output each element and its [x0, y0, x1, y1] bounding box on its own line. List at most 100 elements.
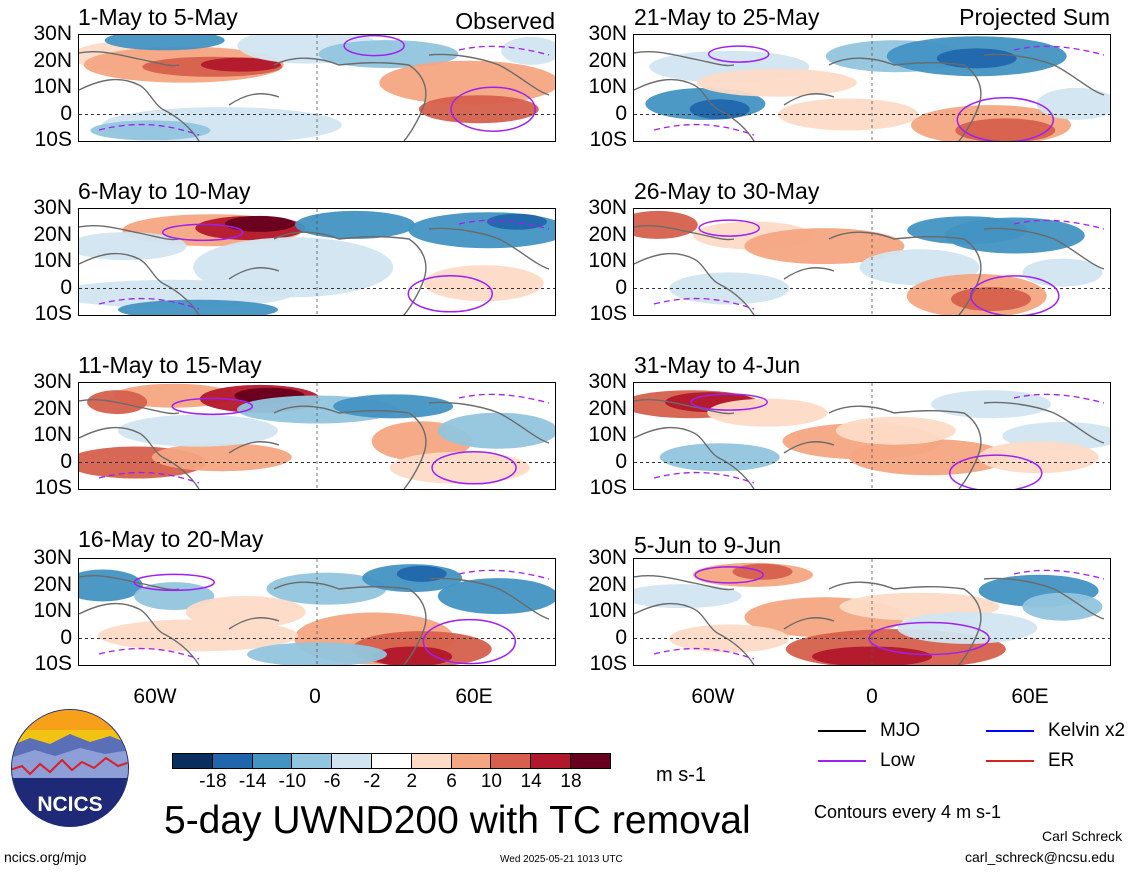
anomaly-blob — [437, 412, 555, 449]
panel-title: 26-May to 30-May — [634, 178, 820, 204]
lon-label: 0 — [866, 685, 878, 708]
lat-label: 10S — [34, 128, 72, 151]
lat-label: 10S — [34, 476, 72, 499]
footer-url[interactable]: ncics.org/mjo — [4, 849, 87, 865]
low-contour-negative — [98, 569, 550, 660]
colorbar-tick: 10 — [480, 771, 502, 792]
lon-label: 60W — [691, 685, 735, 708]
anomaly-blob — [79, 232, 187, 261]
anomaly-blob — [707, 398, 828, 427]
legend-item-low: Low — [818, 750, 915, 772]
anomaly-blob — [372, 646, 453, 665]
footer-timestamp: Wed 2025-05-21 1013 UTC — [500, 854, 623, 865]
map-panel — [78, 382, 556, 490]
low-contour-negative — [653, 569, 1105, 660]
main-title: 5-day UWND200 with TC removal — [164, 799, 751, 842]
anomaly-blob — [778, 98, 919, 131]
low-contour — [707, 45, 770, 63]
colorbar-swatch — [291, 753, 333, 769]
lat-label: 30N — [588, 196, 627, 219]
low-contour — [970, 275, 1060, 315]
coastline — [634, 574, 1105, 665]
anomaly-blob — [744, 228, 905, 265]
low-contour-negative — [653, 45, 1105, 136]
lon-label: 0 — [309, 685, 321, 708]
anomaly-blob — [936, 48, 1017, 69]
low-contour-negative — [653, 393, 1105, 484]
low-contour — [171, 397, 254, 416]
colorbar — [172, 753, 611, 769]
anomaly-blob — [897, 611, 1038, 644]
observed-label: Observed — [455, 8, 555, 34]
colorbar-swatch — [211, 753, 253, 769]
lat-label: 0 — [615, 625, 627, 649]
lat-label: 20N — [588, 396, 627, 420]
anomaly-blob — [955, 118, 1056, 141]
lat-label: 10N — [588, 249, 627, 272]
low-contour — [133, 573, 215, 592]
anomaly-blob — [266, 572, 387, 605]
anomaly-blob — [835, 416, 956, 445]
lat-label: 10S — [589, 302, 627, 325]
anomaly-blob — [696, 68, 857, 97]
anomaly-blob — [151, 443, 292, 472]
anomaly-blob — [224, 215, 295, 232]
anomaly-blob — [951, 287, 1031, 312]
low-contour — [343, 35, 405, 57]
anomaly-blob — [1022, 592, 1103, 621]
low-contour — [868, 621, 990, 656]
coastline — [79, 574, 550, 665]
anomaly-blob — [396, 565, 447, 582]
coastline — [79, 224, 550, 315]
coastline — [79, 50, 550, 141]
coastline — [634, 224, 1105, 315]
lat-label: 0 — [60, 449, 72, 473]
panel-title: 31-May to 4-Jun — [634, 352, 801, 378]
low-contour — [956, 97, 1055, 141]
colorbar-units: m s-1 — [656, 764, 706, 786]
lat-label: 0 — [60, 101, 72, 125]
anomaly-blob — [200, 57, 281, 72]
lat-label: 10N — [33, 249, 72, 272]
map-panel — [633, 208, 1111, 316]
panel-title: 21-May to 25-May — [634, 4, 820, 30]
panel-title: 16-May to 20-May — [78, 526, 264, 552]
lat-label: 20N — [588, 572, 627, 596]
lat-label: 10N — [588, 423, 627, 446]
lat-label: 10S — [34, 652, 72, 675]
footer-email[interactable]: carl_schreck@ncsu.edu — [965, 849, 1115, 865]
legend-item-mjo: MJO — [818, 720, 920, 742]
low-contour — [690, 393, 768, 411]
footer-author: Carl Schreck — [1042, 828, 1123, 844]
lat-label: 0 — [615, 275, 627, 299]
anomaly-blob — [669, 624, 790, 653]
lat-label: 20N — [33, 48, 72, 72]
logo-text: NCICS — [37, 793, 102, 816]
lat-label: 10S — [589, 652, 627, 675]
anomaly-blob — [193, 237, 394, 298]
colorbar-swatch — [251, 753, 293, 769]
low-contour — [431, 451, 517, 485]
map-panel — [78, 208, 556, 316]
lon-label: 60E — [1011, 685, 1049, 708]
panel-title: 6-May to 10-May — [78, 178, 251, 204]
low-contour — [450, 86, 536, 132]
anomaly-blob — [978, 441, 1099, 474]
lat-label: 10N — [33, 423, 72, 446]
colorbar-tick: -6 — [323, 771, 341, 792]
colorbar-swatch — [530, 753, 571, 769]
anomaly-blob — [418, 95, 539, 124]
lat-label: 10N — [588, 599, 627, 622]
colorbar-swatch — [569, 753, 611, 769]
colorbar-swatch — [331, 753, 372, 769]
lat-label: 30N — [33, 546, 72, 569]
legend-item-kelvin: Kelvin x2 — [986, 720, 1125, 742]
colorbar-swatch — [172, 753, 213, 769]
colorbar-swatch — [410, 753, 452, 769]
map-panel — [78, 34, 556, 142]
lat-label: 0 — [60, 625, 72, 649]
anomaly-blob — [944, 217, 1085, 254]
anomaly-blob — [295, 210, 416, 239]
lon-label: 60W — [133, 685, 177, 708]
lat-label: 10N — [588, 75, 627, 98]
